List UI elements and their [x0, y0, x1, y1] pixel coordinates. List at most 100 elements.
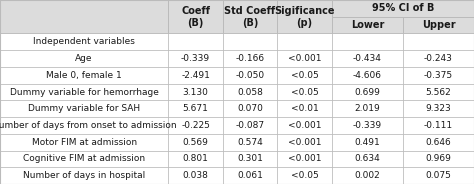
Bar: [403, 84, 474, 100]
Text: Age: Age: [75, 54, 93, 63]
Bar: [332, 50, 403, 67]
Bar: [223, 134, 277, 151]
Bar: [0, 151, 168, 167]
Text: Lower: Lower: [351, 20, 384, 30]
Bar: [223, 84, 277, 100]
Bar: [0, 50, 168, 67]
Bar: [403, 0, 474, 33]
Text: <0.001: <0.001: [288, 54, 321, 63]
Bar: [403, 33, 474, 50]
Bar: [403, 50, 474, 67]
Bar: [277, 67, 332, 84]
Bar: [403, 134, 474, 151]
Bar: [277, 134, 332, 151]
Bar: [332, 67, 403, 84]
Text: -2.491: -2.491: [181, 71, 210, 80]
Bar: [277, 67, 332, 84]
Text: 5.671: 5.671: [182, 104, 209, 113]
Text: 0.038: 0.038: [182, 171, 209, 180]
Text: -0.434: -0.434: [353, 54, 382, 63]
Bar: [403, 33, 474, 50]
Bar: [0, 33, 168, 50]
Bar: [223, 151, 277, 167]
Bar: [332, 100, 403, 117]
Bar: [223, 0, 277, 33]
Bar: [168, 117, 223, 134]
Text: 0.070: 0.070: [237, 104, 263, 113]
Bar: [0, 167, 168, 184]
Bar: [403, 117, 474, 134]
Text: Std Coeff
(B): Std Coeff (B): [225, 6, 275, 28]
Bar: [277, 100, 332, 117]
Bar: [332, 151, 403, 167]
Text: Coeff
(B): Coeff (B): [181, 6, 210, 28]
Bar: [277, 167, 332, 184]
Bar: [223, 134, 277, 151]
Bar: [403, 151, 474, 167]
Bar: [277, 100, 332, 117]
Text: 9.323: 9.323: [426, 104, 451, 113]
Bar: [277, 117, 332, 134]
Bar: [168, 100, 223, 117]
Bar: [332, 0, 474, 17]
Bar: [403, 100, 474, 117]
Text: 0.801: 0.801: [182, 154, 209, 163]
Text: Independent variables: Independent variables: [33, 37, 135, 46]
Bar: [0, 100, 168, 117]
Bar: [277, 84, 332, 100]
Bar: [332, 33, 403, 50]
Text: 2.019: 2.019: [355, 104, 380, 113]
Text: Dummy variable for hemorrhage: Dummy variable for hemorrhage: [9, 88, 159, 96]
Bar: [168, 50, 223, 67]
Text: -0.111: -0.111: [424, 121, 453, 130]
Text: -0.166: -0.166: [236, 54, 264, 63]
Bar: [277, 50, 332, 67]
Bar: [0, 84, 168, 100]
Bar: [223, 151, 277, 167]
Text: <0.05: <0.05: [291, 71, 319, 80]
Text: Upper: Upper: [422, 20, 455, 30]
Bar: [168, 84, 223, 100]
Bar: [168, 33, 223, 50]
Bar: [403, 100, 474, 117]
Bar: [403, 50, 474, 67]
Bar: [168, 50, 223, 67]
Bar: [168, 167, 223, 184]
Text: 0.569: 0.569: [182, 138, 209, 147]
Bar: [403, 67, 474, 84]
Bar: [168, 134, 223, 151]
Bar: [223, 33, 277, 50]
Text: <0.01: <0.01: [291, 104, 319, 113]
Text: Number of days in hospital: Number of days in hospital: [23, 171, 145, 180]
Bar: [223, 167, 277, 184]
Bar: [403, 17, 474, 33]
Bar: [223, 33, 277, 50]
Bar: [168, 151, 223, 167]
Bar: [223, 0, 277, 33]
Text: Sigificance
(p): Sigificance (p): [274, 6, 335, 28]
Bar: [277, 151, 332, 167]
Bar: [277, 0, 332, 33]
Text: 0.634: 0.634: [355, 154, 380, 163]
Bar: [277, 134, 332, 151]
Text: <0.05: <0.05: [291, 171, 319, 180]
Text: -0.339: -0.339: [181, 54, 210, 63]
Bar: [277, 0, 332, 33]
Bar: [168, 151, 223, 167]
Bar: [223, 117, 277, 134]
Bar: [332, 84, 403, 100]
Bar: [403, 67, 474, 84]
Text: 0.574: 0.574: [237, 138, 263, 147]
Bar: [0, 134, 168, 151]
Bar: [168, 0, 223, 33]
Bar: [277, 50, 332, 67]
Bar: [332, 117, 403, 134]
Bar: [168, 0, 223, 33]
Text: 0.646: 0.646: [426, 138, 451, 147]
Bar: [332, 117, 403, 134]
Bar: [168, 84, 223, 100]
Bar: [0, 117, 168, 134]
Bar: [332, 134, 403, 151]
Bar: [0, 167, 168, 184]
Bar: [332, 67, 403, 84]
